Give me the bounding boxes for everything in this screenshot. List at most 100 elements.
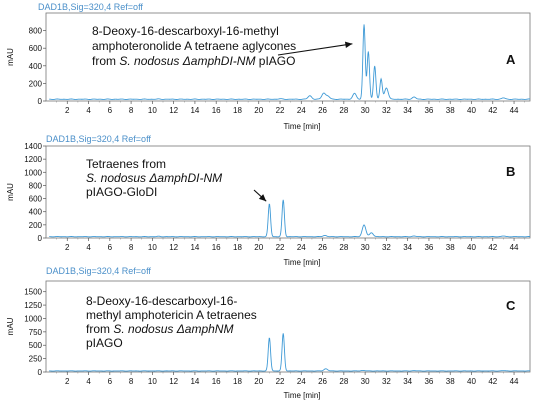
x-tick-label: 12 [169,243,178,252]
annotation-text: from [92,54,119,68]
y-tick-label: 600 [29,44,43,53]
panel-c: DAD1B,Sig=320,4 Ref=off 0 250 500 750 1000 125… [6,266,531,400]
x-tick-label: 16 [212,377,221,386]
panel-annotation: 8-Deoxy-16-descarboxyl-16-methyl amphoter… [92,24,296,68]
x-tick-label: 14 [190,377,199,386]
x-tick-label: 12 [169,377,178,386]
panel-header: DAD1B,Sig=320,4 Ref=off [38,2,143,12]
panel-b: DAD1B,Sig=320,4 Ref=off 0 200 400 600 800 1000… [6,134,531,267]
x-tick-label: 26 [318,243,327,252]
x-tick-label: 22 [276,106,285,115]
x-tick-label: 14 [190,243,199,252]
annotation-line: from S. nodosus ΔamphDI-NM pIAGO [92,54,295,68]
y-tick-label: 1250 [24,301,42,310]
x-tick-label: 18 [233,377,242,386]
x-tick-label: 2 [65,377,70,386]
y-tick-label: 1200 [24,155,42,164]
x-tick-label: 40 [467,377,476,386]
x-axis-label: Time [min] [283,391,320,400]
y-tick-label: 0 [38,97,43,106]
x-tick-label: 28 [339,377,348,386]
y-tick-label: 200 [29,79,43,88]
x-tick-label: 34 [403,106,412,115]
x-tick-label: 44 [510,377,519,386]
x-tick-label: 18 [233,106,242,115]
plot-frame [45,12,531,102]
x-tick-label: 44 [510,243,519,252]
x-tick-label: 22 [276,243,285,252]
x-tick-label: 4 [86,377,91,386]
x-tick-label: 4 [86,243,91,252]
x-axis-label: Time [min] [283,122,320,131]
panel-label: B [506,164,515,179]
x-tick-label: 34 [403,243,412,252]
annotation-line: from S. nodosus ΔamphNM [86,322,233,336]
x-tick-label: 8 [129,243,134,252]
annotation-line: pIAGO-GloDI [86,185,157,199]
chromatogram-trace [49,333,531,372]
panel-annotation: 8-Deoxy-16-descarboxyl-16-methyl amphote… [86,294,257,350]
x-tick-label: 10 [148,243,157,252]
x-tick-label: 6 [108,106,113,115]
y-tick-label: 500 [29,341,43,350]
annotation-line: pIAGO [86,336,123,350]
x-tick-label: 8 [129,377,134,386]
arrow-head-icon [344,41,353,49]
x-tick-label: 14 [190,106,199,115]
annotation-line: 8-Deoxy-16-descarboxyl-16-methyl [92,24,279,38]
y-tick-label: 400 [29,62,43,71]
x-tick-label: 6 [108,377,113,386]
annotation-text: pIAGO [255,54,295,68]
x-tick-label: 32 [382,243,391,252]
arrow-head-icon [258,194,267,202]
x-tick-label: 24 [297,377,306,386]
annotation-line: S. nodosus ΔamphDI-NM [86,171,222,185]
plot-frame [45,280,531,373]
y-tick-label: 1400 [24,142,42,151]
panel-header: DAD1B,Sig=320,4 Ref=off [46,134,151,144]
y-axis-label: mAU [6,183,15,201]
x-tick-label: 12 [169,106,178,115]
panel-label: C [506,298,516,313]
y-axis-label: mAU [6,317,15,335]
x-tick-label: 10 [148,106,157,115]
x-tick-label: 42 [488,377,497,386]
annotation-line: methyl amphotericin A tetraenes [86,308,257,322]
x-tick-label: 4 [86,106,91,115]
x-tick-label: 30 [361,106,370,115]
x-tick-label: 30 [361,243,370,252]
y-tick-label: 0 [38,368,43,377]
x-tick-label: 30 [361,377,370,386]
y-tick-label: 1000 [24,314,42,323]
x-tick-label: 28 [339,243,348,252]
panel-annotation: Tetraenes from S. nodosus ΔamphDI-NM pIAGO… [86,157,222,199]
x-tick-label: 28 [339,106,348,115]
x-tick-label: 16 [212,243,221,252]
x-tick-label: 36 [424,243,433,252]
y-axis-label: mAU [6,48,15,66]
annotation-line: Tetraenes from [86,157,166,171]
x-tick-label: 2 [65,106,70,115]
y-tick-label: 750 [29,328,43,337]
x-tick-label: 24 [297,106,306,115]
x-tick-label: 16 [212,106,221,115]
annotation-text: from [86,322,113,336]
x-tick-label: 34 [403,377,412,386]
x-tick-label: 24 [297,243,306,252]
x-axis-label: Time [min] [283,258,320,267]
x-tick-label: 42 [488,243,497,252]
x-tick-label: 38 [446,243,455,252]
annotation-line: amphoteronolide A tetraene aglycones [92,39,296,53]
x-tick-label: 18 [233,243,242,252]
chromatogram-trace [49,199,531,238]
annotation-organism: S. nodosus ΔamphNM [113,322,233,336]
y-tick-label: 600 [29,195,43,204]
x-tick-label: 20 [254,377,263,386]
x-tick-label: 36 [424,106,433,115]
x-tick-label: 22 [276,377,285,386]
annotation-organism: S. nodosus ΔamphDI-NM [86,171,222,185]
annotation-line: 8-Deoxy-16-descarboxyl-16- [86,294,237,308]
y-tick-label: 800 [29,27,43,36]
x-tick-label: 42 [488,106,497,115]
